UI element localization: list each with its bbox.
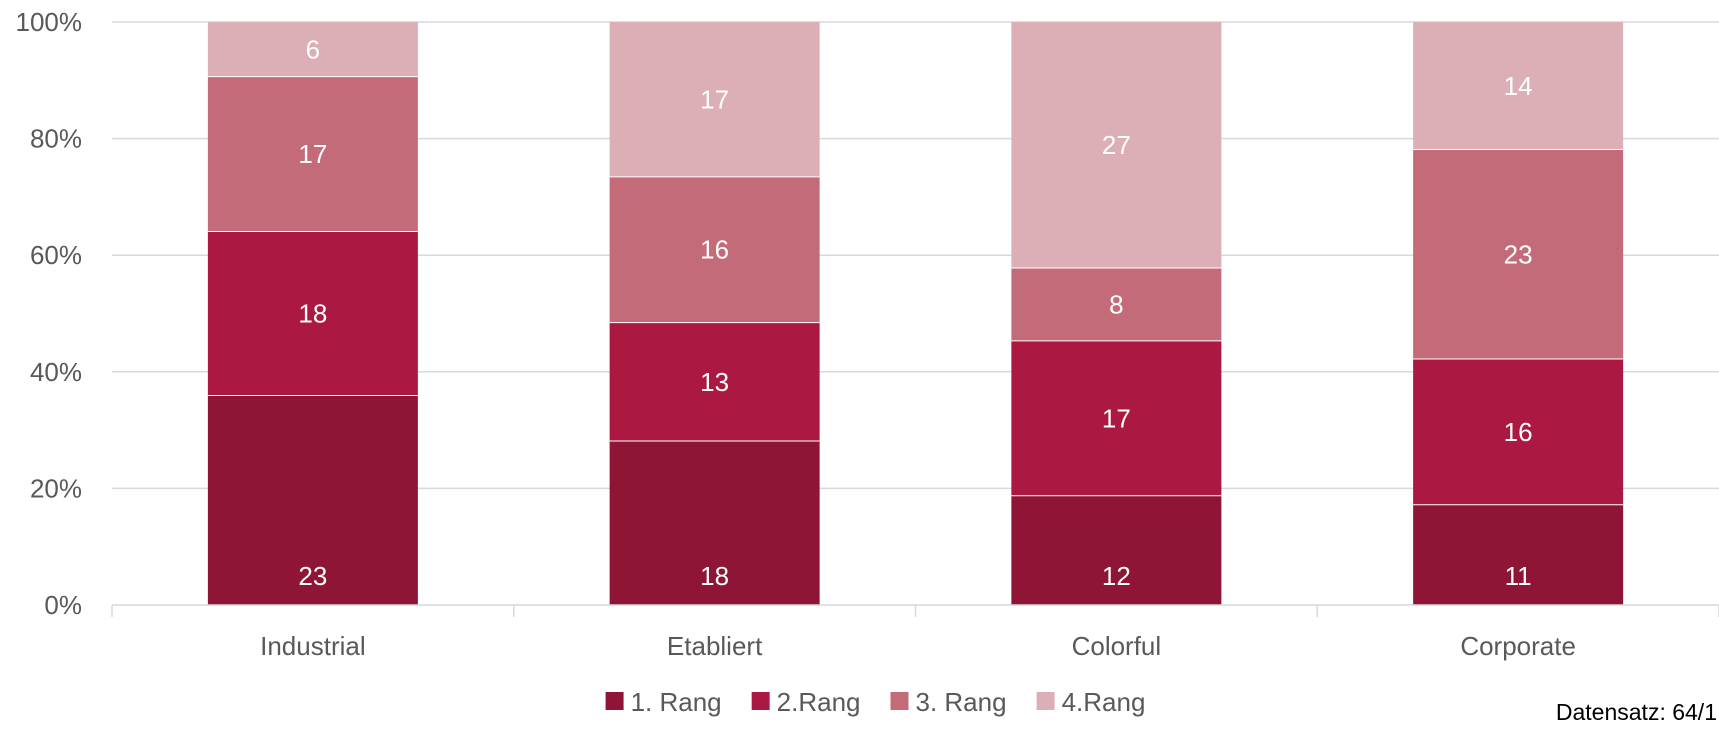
data-label: 17 <box>1102 403 1131 433</box>
y-tick-label: 100% <box>16 7 83 37</box>
data-label: 18 <box>298 299 327 329</box>
data-label: 23 <box>1504 239 1533 269</box>
data-label: 14 <box>1504 71 1533 101</box>
legend-label: 2.Rang <box>777 687 861 717</box>
data-label: 8 <box>1109 289 1123 319</box>
legend: 1. Rang 2.Rang 3. Rang 4.Rang <box>606 687 1146 717</box>
legend-swatch <box>891 692 909 710</box>
data-label: 12 <box>1102 561 1131 591</box>
legend-label: 1. Rang <box>631 687 722 717</box>
legend-swatch <box>606 692 624 710</box>
data-label: 27 <box>1102 130 1131 160</box>
data-label: 16 <box>700 235 729 265</box>
data-label: 17 <box>700 84 729 114</box>
legend-swatch <box>1037 692 1055 710</box>
legend-label: 3. Rang <box>916 687 1007 717</box>
data-label: 17 <box>298 139 327 169</box>
data-label: 13 <box>700 367 729 397</box>
y-tick-label: 40% <box>30 357 82 387</box>
y-tick-label: 80% <box>30 124 82 154</box>
footnote: Datensatz: 64/1 <box>1556 699 1717 726</box>
data-label: 16 <box>1504 417 1533 447</box>
data-label: 6 <box>306 34 320 64</box>
y-tick-label: 0% <box>44 590 82 620</box>
bars <box>208 22 1623 605</box>
x-category-label: Colorful <box>1072 631 1162 661</box>
data-label: 18 <box>700 561 729 591</box>
y-tick-label: 20% <box>30 473 82 503</box>
legend-swatch <box>752 692 770 710</box>
x-category-label: Etabliert <box>667 631 763 661</box>
data-label: 23 <box>298 561 327 591</box>
x-category-label: Corporate <box>1460 631 1576 661</box>
legend-label: 4.Rang <box>1062 687 1146 717</box>
data-labels: 23 18 17 6 18 13 16 17 12 17 8 27 11 16 23 14 <box>298 34 1532 591</box>
x-category-label: Industrial <box>260 631 366 661</box>
y-tick-label: 60% <box>30 240 82 270</box>
data-label: 11 <box>1505 561 1532 591</box>
